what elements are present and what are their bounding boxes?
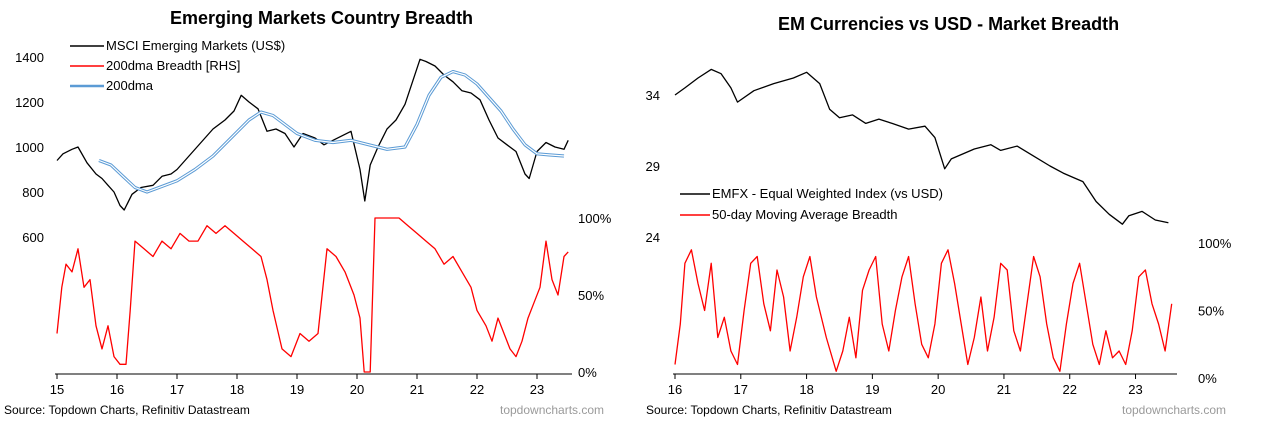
- x-tick-label: 23: [530, 382, 544, 397]
- right-chart-title: EM Currencies vs USD - Market Breadth: [778, 14, 1120, 34]
- y-left-tick-label: 600: [22, 230, 44, 245]
- right-chart-panel: EM Currencies vs USD - Market Breadth 16…: [630, 0, 1261, 422]
- y-left-tick-label: 1400: [15, 50, 44, 65]
- left-chart-panel: Emerging Markets Country Breadth 15 16 17 1…: [0, 0, 630, 422]
- right-chart-brand: topdowncharts.com: [1122, 403, 1227, 417]
- y-right-tick-label: 0%: [578, 365, 597, 380]
- x-tick-label: 19: [865, 382, 879, 397]
- y-left-tick-label: 29: [646, 159, 660, 174]
- legend-label: MSCI Emerging Markets (US$): [106, 38, 285, 53]
- x-tick-label: 23: [1128, 382, 1142, 397]
- left-chart-title: Emerging Markets Country Breadth: [170, 8, 474, 28]
- left-chart-source: Source: Topdown Charts, Refinitiv Datast…: [4, 403, 250, 417]
- y-right-tick-label: 50%: [578, 288, 604, 303]
- x-tick-label: 18: [799, 382, 813, 397]
- y-left-tick-label: 1200: [15, 95, 44, 110]
- y-right-tick-label: 100%: [578, 211, 612, 226]
- x-tick-label: 20: [350, 382, 364, 397]
- y-left-tick-label: 24: [646, 230, 660, 245]
- y-left-tick-label: 1000: [15, 140, 44, 155]
- y-left-tick-label: 34: [646, 88, 660, 103]
- moving-average-series-line-inner: [98, 71, 565, 193]
- x-tick-label: 16: [110, 382, 124, 397]
- legend-label: 200dma Breadth [RHS]: [106, 58, 240, 73]
- right-chart-svg: 16 17 18 19 20 21 22 23 34 29 24 100% 50% 0% EMFX - Eq…: [646, 68, 1232, 397]
- breadth-series-line: [674, 249, 1173, 372]
- breadth-series-line: [56, 217, 569, 373]
- x-tick-label: 17: [734, 382, 748, 397]
- y-right-tick-label: 0%: [1198, 371, 1217, 386]
- y-left-tick-label: 800: [22, 185, 44, 200]
- x-tick-label: 22: [1063, 382, 1077, 397]
- x-tick-label: 16: [668, 382, 682, 397]
- index-series-line: [674, 68, 1169, 225]
- x-tick-label: 22: [470, 382, 484, 397]
- y-right-tick-label: 50%: [1198, 304, 1224, 319]
- left-chart-brand: topdowncharts.com: [500, 403, 605, 417]
- x-tick-label: 19: [290, 382, 304, 397]
- legend-label: 200dma: [106, 78, 154, 93]
- x-tick-label: 18: [230, 382, 244, 397]
- legend-label: EMFX - Equal Weighted Index (vs USD): [712, 186, 943, 201]
- y-right-tick-label: 100%: [1198, 236, 1232, 251]
- x-tick-label: 17: [170, 382, 184, 397]
- x-tick-label: 21: [410, 382, 424, 397]
- right-chart-source: Source: Topdown Charts, Refinitiv Datast…: [646, 403, 892, 417]
- x-tick-label: 15: [50, 382, 64, 397]
- x-tick-label: 21: [997, 382, 1011, 397]
- legend-label: 50-day Moving Average Breadth: [712, 207, 898, 222]
- x-tick-label: 20: [931, 382, 945, 397]
- left-chart-svg: 15 16 17 18 19 20 21 22 23 1400 1200 1000 800 600 100%…: [15, 38, 612, 397]
